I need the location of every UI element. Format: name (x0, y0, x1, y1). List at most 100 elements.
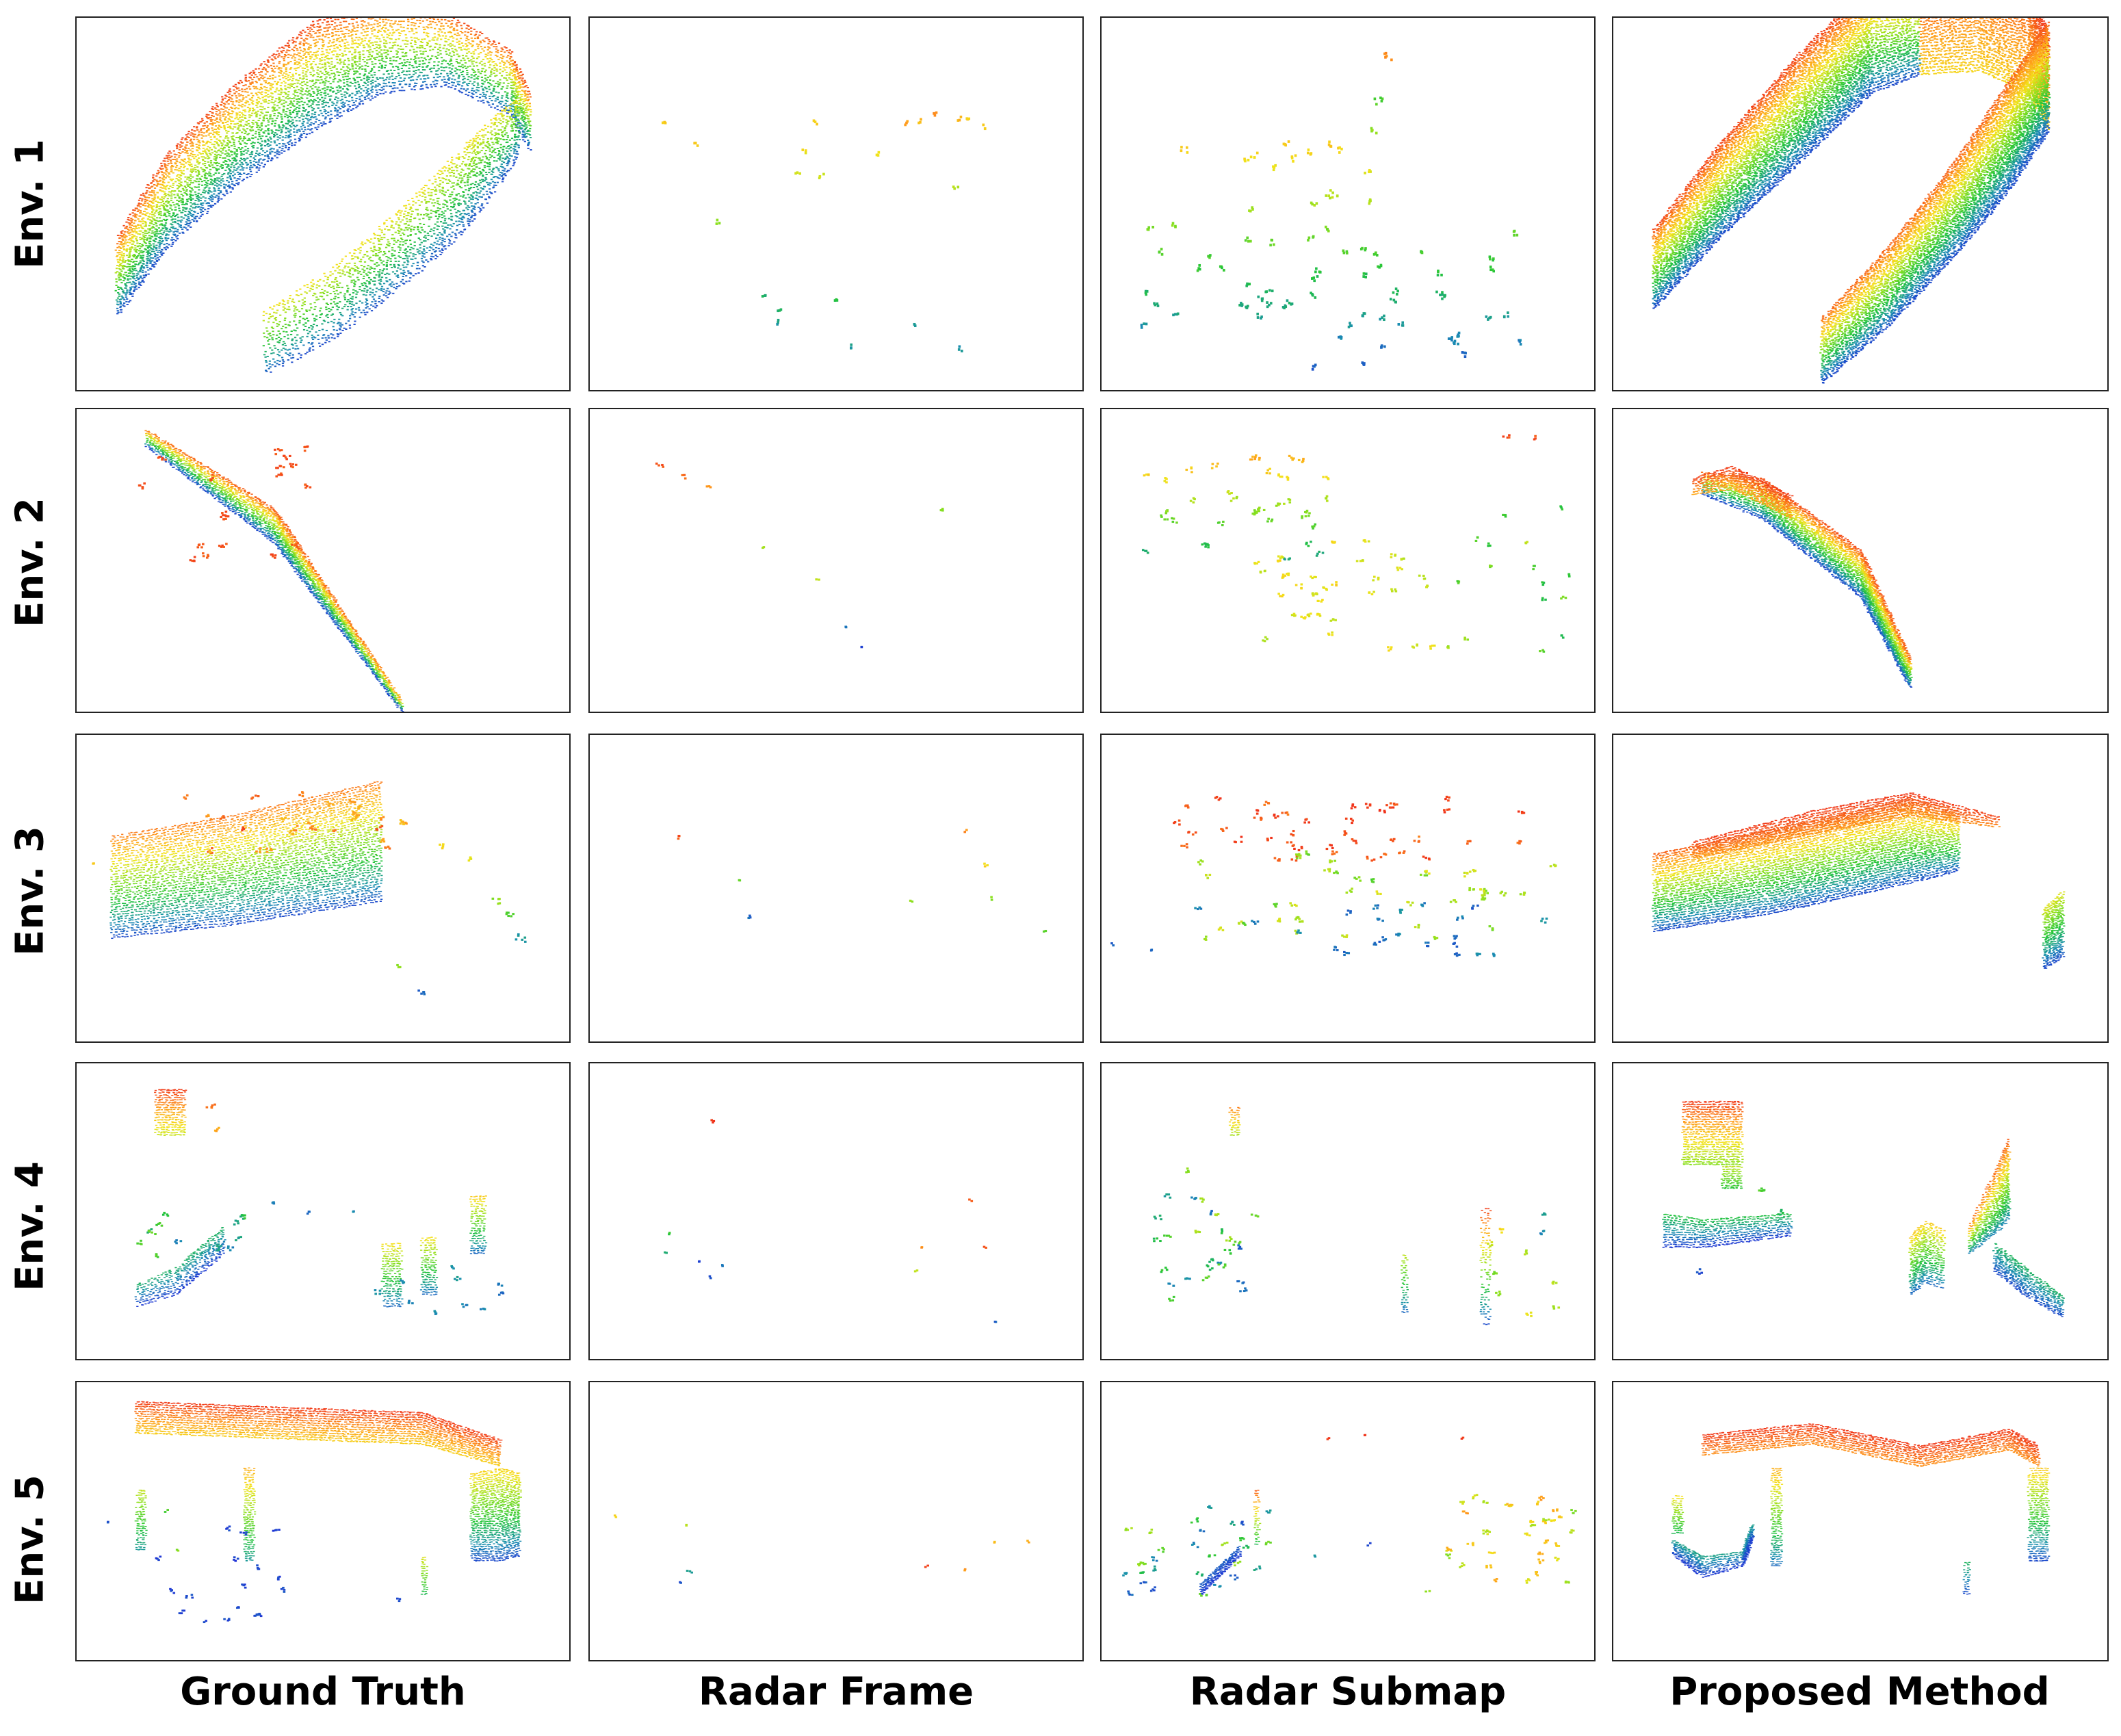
point (274, 135, 276, 137)
point (139, 276, 142, 278)
point (281, 363, 285, 365)
point (204, 151, 207, 153)
point (154, 258, 157, 260)
point (211, 205, 215, 207)
point (197, 122, 200, 125)
point (131, 243, 133, 245)
point (197, 200, 200, 202)
point (268, 367, 270, 370)
point (264, 63, 267, 65)
point (175, 175, 179, 177)
point (326, 57, 329, 60)
point (293, 320, 296, 322)
point (153, 198, 156, 200)
point (314, 116, 317, 118)
point (305, 309, 308, 311)
point (369, 80, 372, 82)
point (185, 215, 187, 217)
point (352, 108, 354, 110)
point (202, 207, 205, 209)
point (342, 61, 345, 63)
point (526, 131, 529, 133)
point (271, 96, 274, 98)
point (268, 133, 270, 135)
point (382, 27, 385, 29)
point (298, 111, 301, 113)
point (452, 37, 455, 39)
point (458, 43, 460, 45)
point (171, 224, 174, 226)
point (194, 204, 197, 206)
point (322, 35, 324, 37)
point (192, 194, 194, 196)
point (317, 126, 320, 128)
point (284, 324, 287, 325)
point (190, 180, 192, 182)
point (147, 245, 150, 247)
point (386, 34, 389, 36)
point (191, 216, 194, 218)
point (525, 126, 528, 128)
point (521, 107, 524, 109)
point (463, 59, 466, 61)
point (338, 87, 341, 89)
point (215, 151, 218, 153)
point (342, 107, 345, 108)
point (236, 171, 239, 173)
point (343, 35, 347, 37)
point (199, 129, 203, 131)
point (231, 94, 234, 96)
point (194, 191, 197, 193)
point (142, 228, 144, 229)
point (321, 38, 324, 40)
point (156, 257, 159, 259)
point (266, 154, 269, 156)
point (255, 116, 258, 118)
point (196, 154, 199, 156)
point (147, 228, 150, 230)
point (305, 75, 308, 77)
point (419, 40, 422, 42)
point (214, 119, 217, 121)
point (381, 57, 384, 60)
point (139, 261, 142, 263)
point (525, 135, 528, 138)
point (162, 252, 165, 254)
point (209, 123, 211, 125)
point (167, 172, 170, 174)
point (341, 76, 345, 78)
point (406, 27, 409, 29)
point (359, 73, 361, 75)
point (317, 107, 320, 109)
point (243, 157, 246, 159)
point (220, 147, 222, 149)
point (114, 249, 117, 251)
point (212, 109, 215, 110)
point (177, 152, 180, 154)
point (287, 359, 289, 361)
point (200, 211, 203, 213)
point (291, 103, 294, 105)
point (287, 324, 290, 326)
point (226, 177, 229, 179)
point (222, 161, 225, 163)
point (205, 177, 208, 179)
point (145, 212, 148, 214)
point (190, 132, 193, 134)
point (224, 150, 228, 152)
point (423, 78, 426, 80)
point (140, 268, 142, 270)
point (198, 140, 200, 142)
point (309, 73, 313, 75)
point (229, 191, 232, 193)
point (327, 81, 330, 83)
point (148, 187, 151, 190)
point (493, 64, 495, 66)
point (483, 81, 486, 83)
point (466, 25, 469, 27)
point (406, 18, 410, 21)
point (210, 191, 213, 193)
point (211, 152, 214, 154)
point (450, 31, 452, 34)
point (409, 76, 413, 78)
